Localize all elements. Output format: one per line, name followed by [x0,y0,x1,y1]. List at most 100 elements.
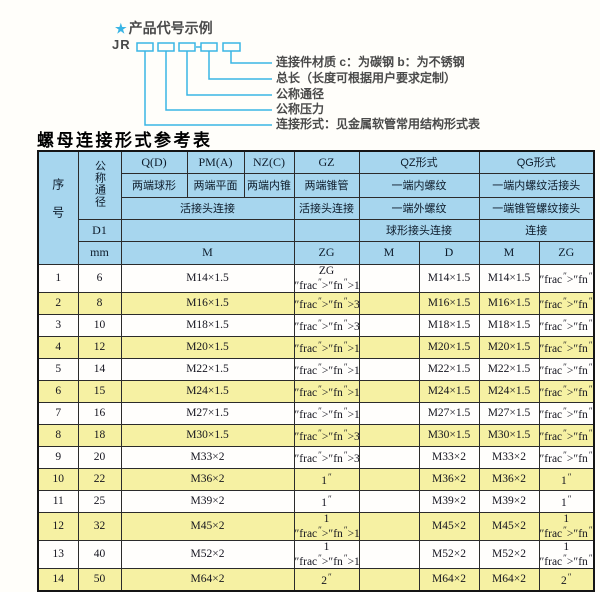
header-blank-left [120,218,295,242]
header-qg-m: M [478,240,540,265]
table-cell: ″frac″>″fn″>3″fd″>4″ [293,423,360,447]
table-cell [358,263,420,293]
table-cell: M24×1.5 [120,379,295,403]
table-row: 14 50 M64×2 2″ M64×2 M64×2 2″ [37,567,595,591]
table-cell: 20 [77,445,122,469]
leader-line-connection [144,51,272,126]
table-cell: M18×1.5 [120,313,295,337]
table-cell: M24×1.5 [418,379,480,403]
table-cell: 11 [37,489,79,513]
table-cell [358,291,420,315]
table-cell: 18 [77,423,122,447]
table-cell: 4 [37,335,79,359]
table-cell [358,379,420,403]
table-cell: ″frac″>″fn″>3″fd″>8″ [293,291,360,315]
table-cell: ″frac″>″fn″>1″fd″>2″ [538,357,595,381]
code-label-length: 总长（长度可根据用户要求定制） [276,71,457,85]
table-cell: 14 [77,357,122,381]
table-cell: 12 [77,335,122,359]
product-code-prefix: JR [112,37,131,52]
header-blank-gz [293,218,360,242]
table-cell: 14 [37,567,79,591]
table-cell: 12 [37,511,79,541]
table-cell: 32 [77,511,122,541]
table-cell: M16×1.5 [478,291,540,315]
table-cell: M36×2 [120,467,295,491]
table-cell: 8 [77,291,122,315]
header-qg-zg: ZG [538,240,595,265]
table-cell: ″frac″>″fn″>3″fd″>8″ [538,313,595,337]
table-title: 螺母连接形式参考表 [37,131,213,150]
table-cell [358,539,420,569]
table-cell: M39×2 [478,489,540,513]
table-row: 615M24×1.5″frac″>″fn″>1″fd″>2″M24×1.5M24… [37,379,595,403]
table-row: 11 25 M39×2 1″ M39×2 M39×2 1″ [37,489,595,513]
header-q-type: 两端球形 [120,172,188,198]
code-box-2 [157,42,175,52]
header-seq: 序号 [37,150,79,265]
header-q-code: Q(D) [120,150,188,174]
table-row: 920M33×2″frac″>″fn″>3″fd″>4″M33×2M33×2″f… [37,445,595,469]
header-qz-d: D [418,240,480,265]
table-cell: ZG ″frac″>″fn″>1″fd″>4″ [293,263,360,293]
table-cell: 15 [77,379,122,403]
table-cell [358,467,420,491]
table-cell: M45×2 [418,511,480,541]
table-row: 412M20×1.5″frac″>″fn″>1″fd″>2″M20×1.5M20… [37,335,595,359]
table-cell: M14×1.5 [120,263,295,293]
table-cell: 1 ″frac″>″fn″>1″fd″>2″ [293,539,360,569]
diagram-title: ★ 产品代号示例 [115,18,213,38]
table-cell: M20×1.5 [478,335,540,359]
table-cell: 3 [37,313,79,337]
header-qz-connection: 球形接头连接 [358,218,480,242]
table-cell: ″frac″>″fn″>1″fd″>2″ [538,401,595,425]
table-cell: M22×1.5 [120,357,295,381]
table-cell: M36×2 [478,467,540,491]
table-cell: ″frac″>″fn″>1″fd″>2″ [293,401,360,425]
header-qg-code: QG形式 [478,150,595,174]
table-cell: ″frac″>″fn″>3″fd″>8″ [293,313,360,337]
table-cell: M30×1.5 [120,423,295,447]
leader-line-length [208,51,272,80]
table-cell: ″frac″>″fn″>1″fd″>2″ [538,335,595,359]
table-row: 310M18×1.5″frac″>″fn″>3″fd″>8″M18×1.5M18… [37,313,595,337]
code-label-material: 连接件材质 c：为碳钢 b：为不锈钢 [276,55,465,69]
header-pm-type: 两端平面 [186,172,245,198]
table-cell: ″frac″>″fn″>3″fd″>8″ [538,291,595,315]
table-cell: ″frac″>″fn″>3″fd″>4″ [538,445,595,469]
table-cell: 2 [37,291,79,315]
table-cell: M30×1.5 [418,423,480,447]
header-qz-m: M [358,240,420,265]
table-cell: M64×2 [120,567,295,591]
table-cell: M24×1.5 [478,379,540,403]
table-cell: 50 [77,567,122,591]
table-row: 818M30×1.5″frac″>″fn″>3″fd″>4″M30×1.5M30… [37,423,595,447]
table-cell: 2″ [538,567,595,591]
table-cell: ″frac″>″fn″>1″fd″>4″ [538,263,595,293]
star-icon: ★ [115,21,127,36]
header-seq-label: 序号 [50,178,65,235]
table-cell: M22×1.5 [418,357,480,381]
table-cell: ″frac″>″fn″>3″fd″>4″ [293,445,360,469]
header-nz-type: 两端内锥 [243,172,295,198]
header-union-connection: 活接头连接 [120,196,295,220]
header-unit-zg: ZG [293,240,360,265]
table-cell: 5 [37,357,79,381]
table-cell: 10 [77,313,122,337]
table-cell: ″frac″>″fn″>1″fd″>2″ [293,335,360,359]
table-cell: M20×1.5 [120,335,295,359]
table-cell: M14×1.5 [478,263,540,293]
table-cell: M27×1.5 [120,401,295,425]
leader-line-material [230,51,272,64]
leader-line-pressure [165,51,272,111]
header-gz-connection: 活接头连接 [293,196,360,220]
table-cell: M20×1.5 [418,335,480,359]
table-row: 716M27×1.5″frac″>″fn″>1″fd″>2″M27×1.5M27… [37,401,595,425]
code-leader-lines [136,42,272,126]
header-qz-type2: 一端外螺纹 [358,196,480,220]
table-row: 28M16×1.5″frac″>″fn″>3″fd″>8″M16×1.5M16×… [37,291,595,315]
table-cell: M18×1.5 [418,313,480,337]
table-cell: 16 [77,401,122,425]
